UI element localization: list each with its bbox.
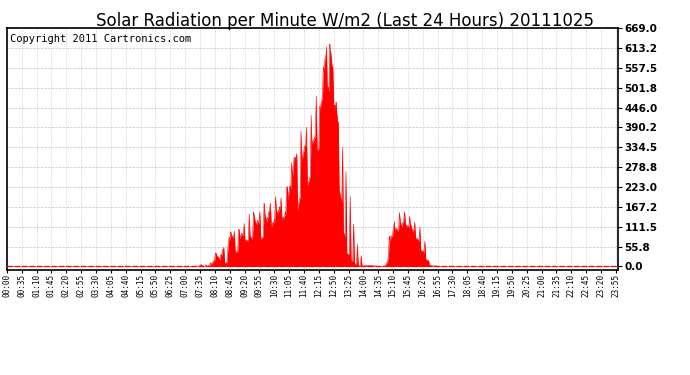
Text: Copyright 2011 Cartronics.com: Copyright 2011 Cartronics.com xyxy=(10,34,191,44)
Text: Solar Radiation per Minute W/m2 (Last 24 Hours) 20111025: Solar Radiation per Minute W/m2 (Last 24… xyxy=(96,12,594,30)
